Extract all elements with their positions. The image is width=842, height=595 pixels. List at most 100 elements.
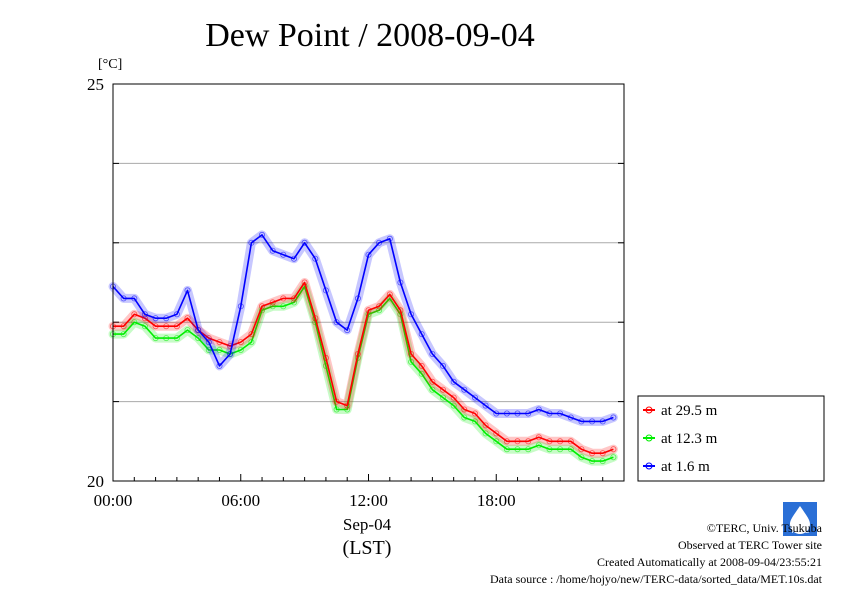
chart-title: Dew Point / 2008-09-04 [205,17,535,54]
data-point [471,394,478,401]
data-point [216,339,223,346]
data-point [482,402,489,409]
data-point [450,402,457,409]
terc-logo: TERC [783,502,817,536]
series-line [113,285,614,462]
data-point [333,319,340,326]
series-at-1-6-m [108,230,618,426]
data-point [248,339,255,346]
legend-marker [645,406,653,414]
x-tick-labels: 00:00 06:00 12:00 18:00 [94,491,516,510]
data-point [269,247,276,254]
plot-frame [112,83,625,482]
data-point [535,434,542,441]
data-point [493,430,500,437]
legend-marker [645,462,653,470]
data-point [386,291,393,298]
data-point [439,394,446,401]
data-point [216,362,223,369]
data-point [408,311,415,318]
data-point [290,299,297,306]
data-point [376,307,383,314]
data-point [450,378,457,385]
data-point [482,430,489,437]
gridlines [113,162,624,403]
series-line [112,234,614,423]
data-point [322,287,329,294]
plot-area [113,84,624,481]
data-point [131,319,138,326]
legend-marker [645,434,653,442]
copyright-text: ©TERC, Univ. Tsukuba [707,521,823,535]
data-point [376,303,383,310]
data-point [376,239,383,246]
data-point [418,362,425,369]
logo-text: TERC [790,528,809,535]
data-point [312,255,319,262]
x-tick-label: 06:00 [221,491,260,510]
observed-text: Observed at TERC Tower site [678,538,822,552]
y-tick-label: 25 [87,75,104,94]
x-tick-label: 18:00 [477,491,516,510]
data-point [610,414,617,421]
series-layer [108,230,618,466]
data-point [439,362,446,369]
water-drop-icon [790,506,810,534]
data-point [141,315,148,322]
data-point [237,339,244,346]
data-point [258,303,265,310]
legend: at 29.5 m at 12.3 m at 1.6 m [637,395,825,482]
data-point [439,386,446,393]
y-unit-label: [°C] [98,57,122,72]
data-point [429,386,436,393]
created-text: Created Automatically at 2008-09-04/23:5… [597,555,822,569]
data-point [535,442,542,449]
data-point [290,255,297,262]
data-point [184,315,191,322]
data-point [280,251,287,258]
data-point [237,346,244,353]
data-point [493,438,500,445]
axis-ticks [112,162,624,481]
data-point [429,378,436,385]
data-point [535,406,542,413]
data-point [450,394,457,401]
x-tick-label: 12:00 [349,491,388,510]
data-point [418,370,425,377]
x-axis-label: (LST) [343,537,392,559]
data-point [248,331,255,338]
data-point [471,410,478,417]
data-point [482,422,489,429]
data-point [205,339,212,346]
x-date-label: Sep-04 [343,515,392,534]
source-text: Data source : /home/hojyo/new/TERC-data/… [490,572,823,586]
x-tick-label: 00:00 [94,491,133,510]
data-point [461,386,468,393]
data-point [141,323,148,330]
y-tick-label: 20 [87,472,104,491]
data-point [258,231,265,238]
data-point [418,331,425,338]
legend-label: at 12.3 m [661,431,718,447]
data-point [184,327,191,334]
data-point [301,239,308,246]
legend-label: at 1.6 m [661,459,710,475]
data-point [131,311,138,318]
data-point [344,327,351,334]
data-point [610,454,617,461]
data-point [429,350,436,357]
legend-box [637,395,825,482]
data-point [578,454,585,461]
data-point [461,406,468,413]
data-point [195,335,202,342]
data-point [141,311,148,318]
data-point [461,414,468,421]
data-point [567,414,574,421]
data-point [173,311,180,318]
data-point [578,446,585,453]
data-point [610,446,617,453]
legend-label: at 29.5 m [661,403,718,419]
data-point [471,418,478,425]
